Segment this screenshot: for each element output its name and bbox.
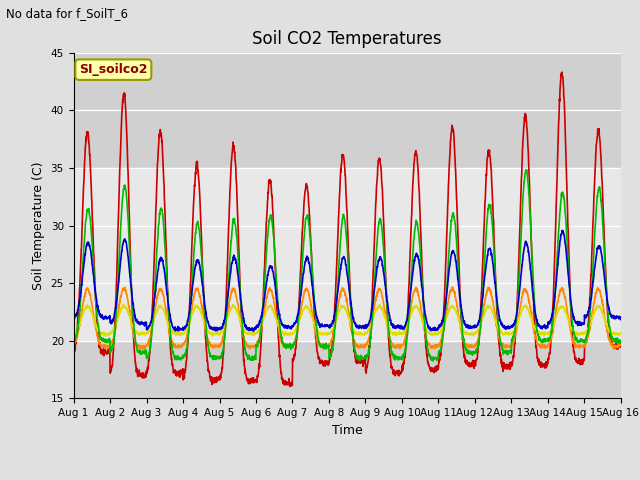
SoilT_2 (70, 342, 77, 348)
SoilT_3 (376, 302, 383, 308)
Text: No data for f_SoilT_6: No data for f_SoilT_6 (6, 7, 129, 20)
Line: SoilT_1: SoilT_1 (74, 72, 621, 386)
SoilT_1 (584, 321, 592, 327)
SoilT_3 (584, 326, 592, 332)
SoilT_3 (617, 330, 625, 336)
SoilT_1 (506, 366, 514, 372)
SoilT_2 (375, 286, 383, 292)
SoilT_1 (364, 365, 371, 371)
SoilT_5 (375, 257, 383, 263)
SoilT_5 (617, 317, 625, 323)
SoilT_3 (364, 329, 371, 335)
Y-axis label: Soil Temperature (C): Soil Temperature (C) (32, 161, 45, 290)
SoilT_1 (375, 158, 383, 164)
Line: SoilT_3: SoilT_3 (74, 304, 621, 336)
SoilT_2 (223, 316, 230, 322)
SoilT_3 (102, 333, 109, 339)
SoilT_5 (364, 324, 371, 329)
SoilT_1 (569, 343, 577, 349)
SoilT_4 (70, 339, 77, 345)
SoilT_1 (286, 384, 294, 389)
SoilT_3 (507, 330, 515, 336)
Line: SoilT_5: SoilT_5 (74, 230, 621, 331)
SoilT_1 (222, 294, 230, 300)
SoilT_2 (617, 342, 625, 348)
SoilT_2 (364, 341, 371, 347)
SoilT_5 (584, 309, 592, 314)
X-axis label: Time: Time (332, 424, 363, 437)
SoilT_2 (584, 334, 592, 339)
SoilT_4 (617, 338, 625, 344)
SoilT_1 (70, 350, 77, 356)
SoilT_2 (507, 344, 515, 350)
SoilT_3 (569, 327, 577, 333)
SoilT_4 (429, 358, 437, 364)
SoilT_4 (569, 323, 577, 328)
SoilT_5 (70, 316, 77, 322)
SoilT_1 (617, 341, 625, 347)
SoilT_2 (136, 347, 143, 353)
SoilT_4 (375, 221, 383, 227)
SoilT_2 (449, 284, 456, 290)
SoilT_4 (363, 352, 371, 358)
SoilT_3 (223, 316, 230, 322)
SoilT_1 (558, 69, 566, 75)
Bar (74, 168, 621, 341)
SoilT_2 (569, 337, 577, 343)
SoilT_5 (222, 307, 230, 313)
SoilT_5 (506, 325, 514, 331)
SoilT_4 (584, 327, 592, 333)
SoilT_4 (506, 348, 514, 353)
SoilT_4 (222, 315, 230, 321)
SoilT_5 (559, 228, 566, 233)
Title: Soil CO2 Temperatures: Soil CO2 Temperatures (252, 30, 442, 48)
SoilT_3 (120, 301, 127, 307)
SoilT_4 (522, 167, 530, 173)
Line: SoilT_2: SoilT_2 (74, 287, 621, 350)
SoilT_5 (250, 328, 257, 334)
SoilT_5 (569, 312, 577, 318)
Line: SoilT_4: SoilT_4 (74, 170, 621, 361)
SoilT_3 (70, 330, 77, 336)
Text: SI_soilco2: SI_soilco2 (79, 63, 148, 76)
